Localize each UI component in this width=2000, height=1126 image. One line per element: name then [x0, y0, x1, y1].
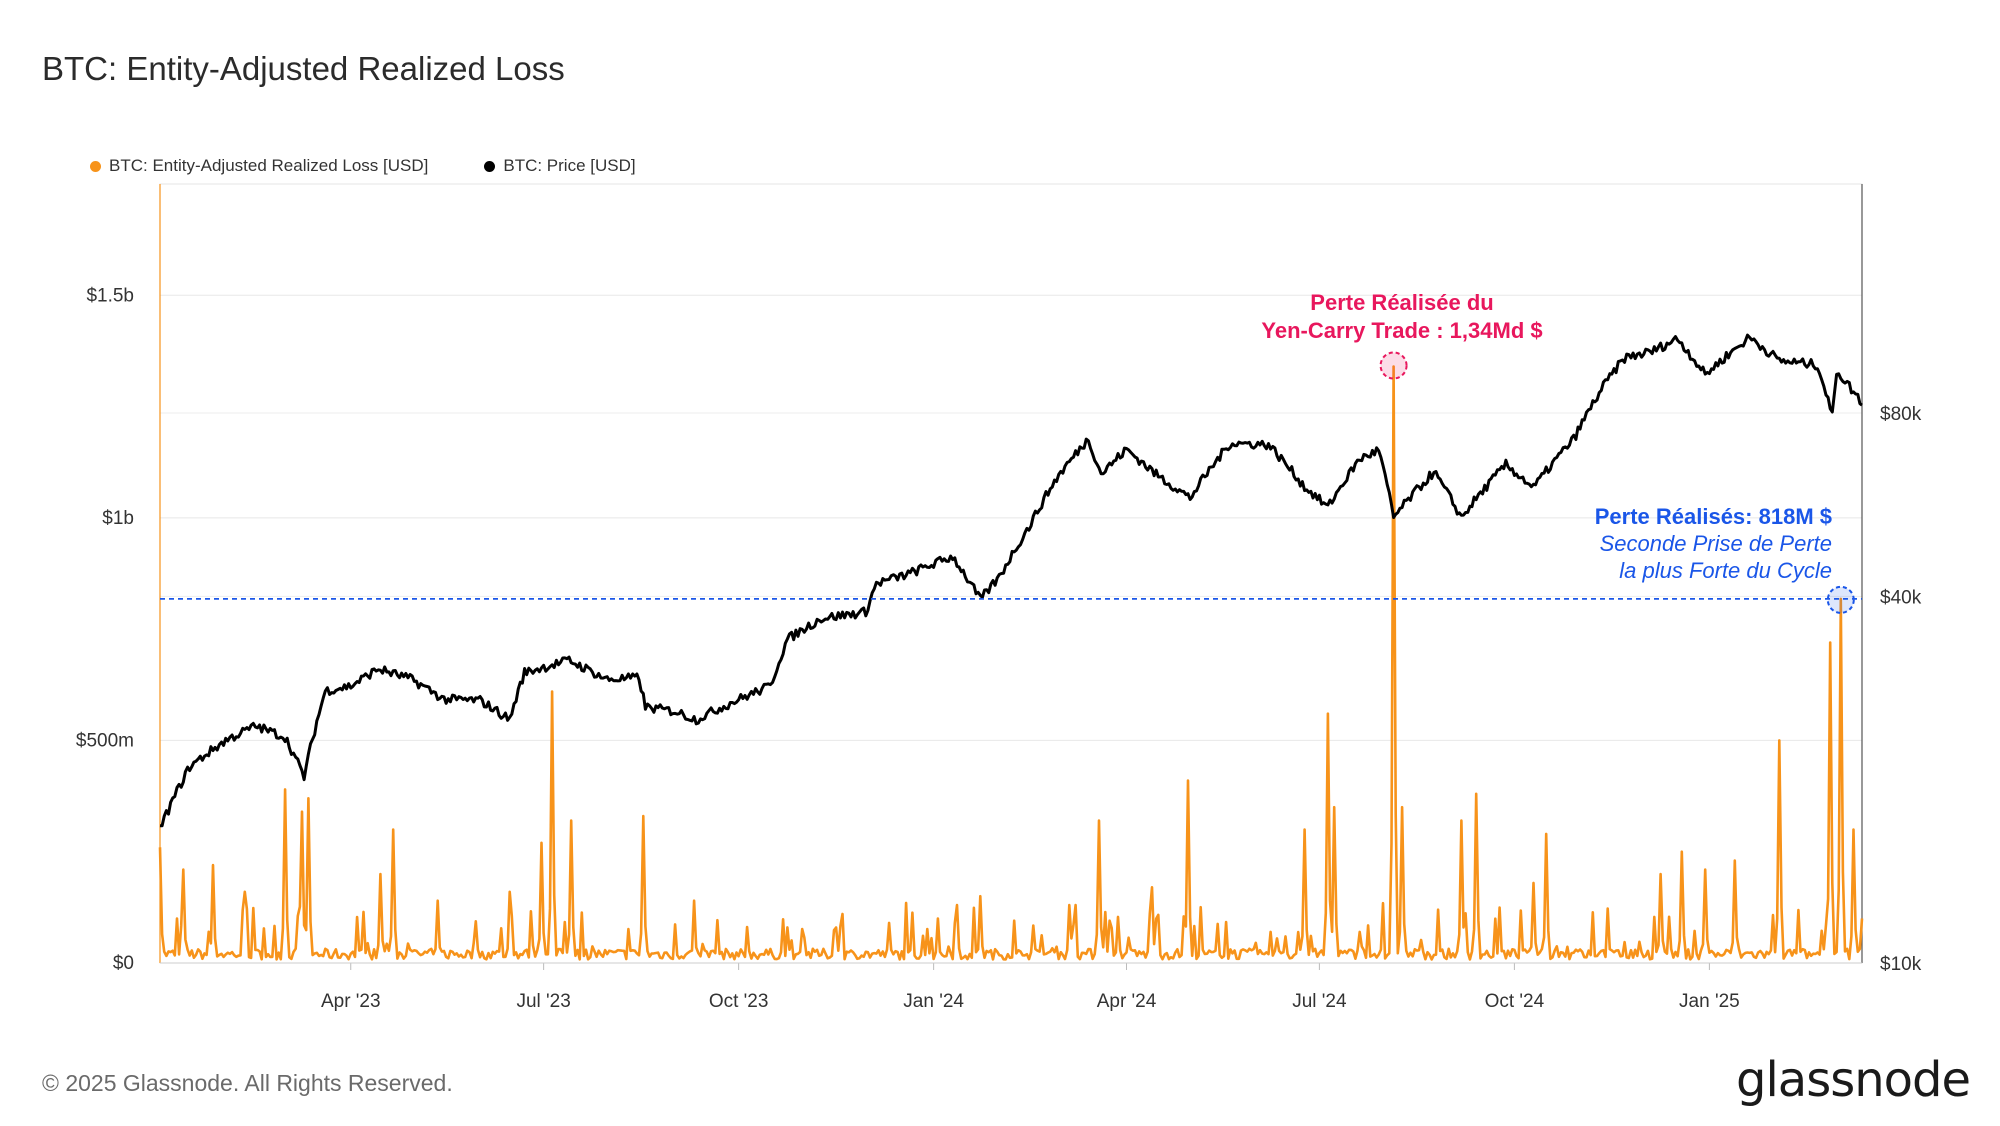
legend-label-price: BTC: Price [USD] — [503, 156, 636, 175]
plot-frame — [159, 183, 1863, 964]
legend: BTC: Entity-Adjusted Realized Loss [USD]… — [90, 156, 636, 176]
y-left-tick-label: $1.5b — [86, 285, 134, 306]
annotation-text-yen-carry-0: Perte Réalisée du — [1310, 290, 1493, 315]
x-tick-label: Oct '23 — [709, 991, 769, 1012]
copyright-footer: © 2025 Glassnode. All Rights Reserved. — [42, 1070, 453, 1096]
annotation-text-818m-1: Seconde Prise de Perte — [1600, 531, 1832, 556]
x-tick-label: Apr '23 — [321, 991, 381, 1012]
x-tick-label: Jul '24 — [1292, 991, 1347, 1012]
legend-dot-price — [484, 160, 496, 172]
y-right-tick-label: $80k — [1880, 404, 1922, 425]
x-tick-label: Jul '23 — [516, 991, 570, 1012]
annotation-marker-yen-carry — [1379, 351, 1408, 380]
glassnode-logo: glassnode — [1735, 1052, 1971, 1108]
legend-item-realized-loss[interactable]: BTC: Entity-Adjusted Realized Loss [USD] — [90, 156, 428, 176]
y-left-tick-label: $0 — [113, 953, 134, 974]
realized-loss-series-line — [158, 365, 1864, 961]
legend-dot-realized-loss — [90, 160, 101, 172]
annotation-text-yen-carry-1: Yen-Carry Trade : 1,34Md $ — [1261, 318, 1542, 343]
price-series-line — [159, 333, 1863, 828]
x-tick-label: Oct '24 — [1485, 991, 1545, 1012]
y-right-tick-label: $40k — [1880, 587, 1922, 608]
y-left-tick-label: $1b — [102, 508, 134, 529]
annotation-text-818m-2: la plus Forte du Cycle — [1619, 558, 1832, 583]
y-right-tick-label: $10k — [1880, 954, 1922, 975]
annotation-text-818m-0: Perte Réalisés: 818M $ — [1595, 504, 1832, 529]
legend-label-realized-loss: BTC: Entity-Adjusted Realized Loss [USD] — [109, 156, 429, 175]
x-tick-label: Apr '24 — [1097, 991, 1157, 1012]
legend-item-price[interactable]: BTC: Price [USD] — [484, 156, 636, 176]
x-tick-label: Jan '25 — [1679, 991, 1740, 1012]
chart-title: BTC: Entity-Adjusted Realized Loss — [42, 50, 565, 87]
annotation-marker-818m — [1826, 585, 1855, 614]
x-tick-label: Jan '24 — [903, 991, 964, 1012]
y-left-tick-label: $500m — [76, 730, 134, 751]
